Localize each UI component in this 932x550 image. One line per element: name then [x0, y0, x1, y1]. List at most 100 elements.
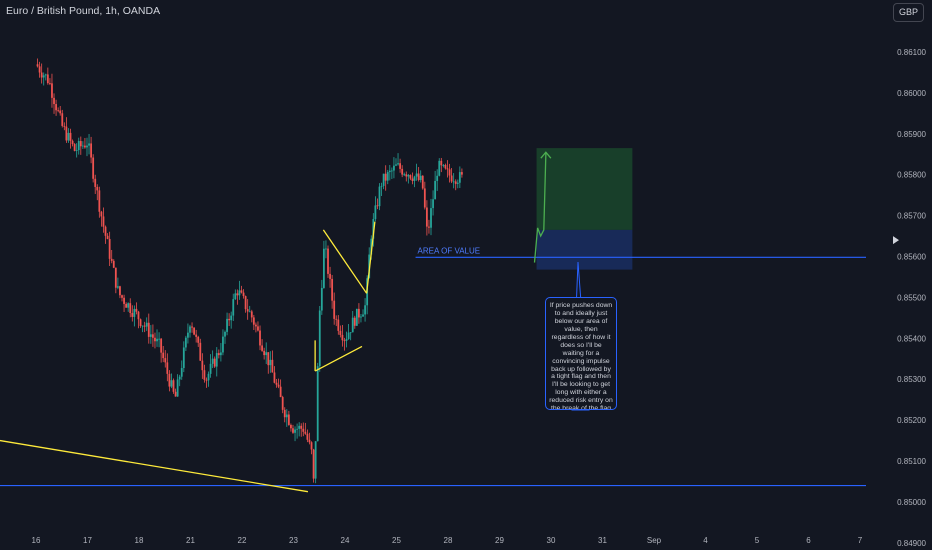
candle-body: [461, 172, 463, 175]
candle-body: [325, 248, 327, 250]
candle-body: [298, 425, 301, 429]
candle-body: [403, 174, 406, 176]
candle-body: [189, 326, 191, 333]
position-zones-layer: [536, 148, 633, 270]
candle-body: [170, 380, 173, 387]
candle-body: [187, 332, 189, 338]
candle-body: [259, 330, 261, 346]
candle-body: [182, 347, 185, 369]
candle-body: [353, 317, 356, 326]
annotation-note[interactable]: If price pushes down to and ideally just…: [545, 297, 617, 410]
candle-body: [205, 379, 208, 381]
candle-body: [296, 428, 299, 430]
candle-body: [434, 180, 437, 200]
candle-body: [131, 313, 134, 317]
candle-body: [275, 382, 278, 385]
y-tick-label: 0.85200: [897, 416, 926, 425]
candle-body: [84, 145, 86, 148]
currency-button[interactable]: GBP: [893, 3, 924, 22]
x-tick-label: 28: [444, 536, 453, 545]
y-tick-label: 0.85900: [897, 130, 926, 139]
candle-body: [335, 318, 338, 320]
candle-body: [59, 110, 62, 114]
candle-body: [432, 199, 434, 209]
candle-body: [209, 363, 212, 374]
candle-body: [110, 258, 113, 261]
candle-body: [119, 286, 121, 296]
y-tick-label: 0.86100: [897, 48, 926, 57]
candle-body: [57, 110, 60, 112]
candle-body: [448, 169, 451, 176]
candle-body: [180, 368, 183, 377]
candle-body: [61, 113, 64, 126]
candle-body: [415, 173, 418, 177]
candle-body: [201, 360, 204, 371]
candle-body: [248, 311, 251, 313]
candle-body: [302, 428, 305, 432]
candle-body: [343, 340, 346, 342]
trendline: [0, 439, 309, 493]
candle-body: [215, 353, 218, 367]
candle-body: [92, 157, 95, 179]
candle-body: [193, 327, 196, 335]
candle-body: [450, 175, 453, 182]
candle-body: [374, 205, 377, 220]
y-tick-label: 0.85100: [897, 457, 926, 466]
axes-layer: 0.86100 0.86000 0.85900 0.85800 0.85700 0.856…: [32, 48, 927, 548]
candle-body: [154, 337, 156, 342]
candle-body: [265, 352, 268, 356]
candle-body: [378, 186, 381, 207]
trendlines-layer: [0, 221, 376, 493]
candle-body: [213, 358, 216, 367]
candle-body: [240, 290, 243, 293]
candle-body: [96, 186, 99, 191]
candle-body: [337, 319, 340, 331]
x-tick-label: 29: [495, 536, 504, 545]
candle-body: [362, 314, 364, 317]
candle-body: [329, 273, 331, 279]
candle-body: [322, 248, 325, 288]
candle-body: [244, 296, 247, 310]
x-tick-label: 22: [238, 536, 247, 545]
candle-body: [393, 165, 395, 171]
candle-body: [67, 132, 70, 141]
candle-body: [44, 74, 47, 76]
candle-body: [219, 352, 222, 356]
area-of-value-label: AREA OF VALUE: [418, 246, 481, 255]
candle-body: [75, 150, 78, 151]
candle-body: [436, 175, 439, 181]
candle-body: [411, 178, 414, 181]
candle-body: [277, 384, 280, 387]
candle-body: [98, 190, 101, 212]
candle-body: [86, 145, 88, 148]
candle-body: [382, 173, 385, 186]
candle-body: [102, 216, 105, 227]
candle-body: [184, 337, 187, 348]
x-tick-label: 4: [703, 536, 708, 545]
candle-body: [395, 164, 397, 166]
candle-body: [123, 297, 125, 304]
candle-body: [384, 173, 387, 181]
candle-body: [316, 366, 319, 442]
candle-body: [267, 352, 270, 366]
x-tick-label: 5: [755, 536, 760, 545]
candle-body: [40, 72, 43, 78]
candle-body: [318, 310, 321, 367]
candle-body: [279, 386, 282, 398]
candle-body: [438, 160, 441, 176]
candle-body: [149, 334, 152, 337]
candle-body: [454, 181, 457, 184]
x-tick-label: 25: [392, 536, 401, 545]
candle-body: [271, 359, 274, 373]
candle-body: [390, 170, 393, 172]
candle-body: [238, 290, 241, 296]
candle-body: [458, 172, 461, 183]
candle-body: [425, 207, 428, 227]
candle-body: [292, 428, 294, 433]
stop-zone: [536, 229, 633, 270]
candle-body: [236, 293, 239, 296]
candle-body: [364, 305, 366, 315]
candle-body: [63, 125, 66, 127]
